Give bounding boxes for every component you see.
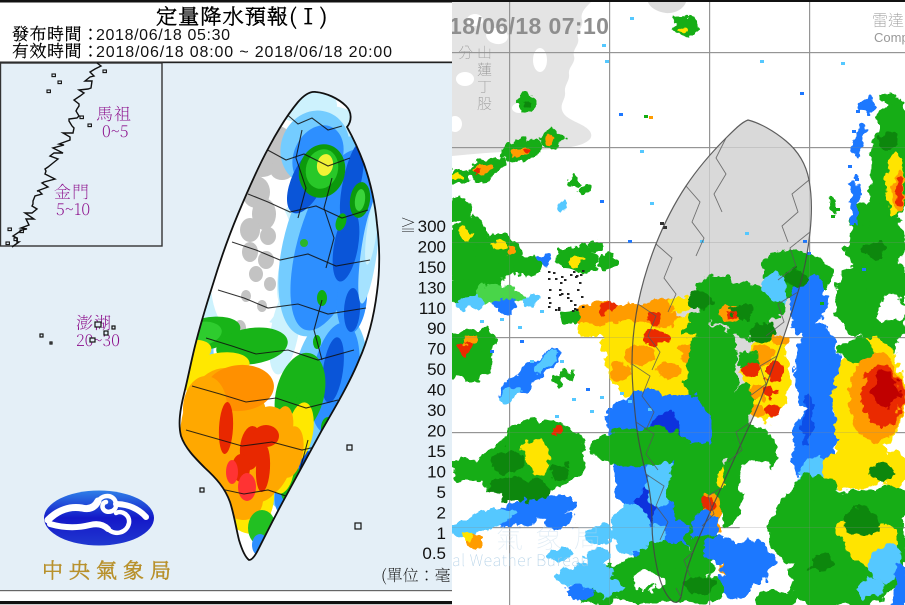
svg-text:15: 15	[427, 442, 446, 461]
svg-text:150: 150	[418, 258, 446, 277]
svg-text:40: 40	[427, 381, 446, 400]
svg-text:Comp: Comp	[874, 30, 905, 45]
svg-text:1: 1	[437, 524, 446, 543]
svg-text:20: 20	[427, 422, 446, 441]
svg-text:300: 300	[418, 217, 446, 236]
svg-text:10: 10	[427, 462, 446, 481]
svg-text:130: 130	[418, 278, 446, 297]
svg-text:2018/06/18 08:00 ~ 2018/06/18: 2018/06/18 08:00 ~ 2018/06/18 20:00	[96, 44, 392, 61]
svg-text:0.5: 0.5	[422, 544, 446, 563]
svg-text:50: 50	[427, 360, 446, 379]
svg-text:2: 2	[437, 503, 446, 522]
svg-text:200: 200	[418, 237, 446, 256]
svg-text:5: 5	[437, 483, 446, 502]
svg-text:70: 70	[427, 340, 446, 359]
svg-text:110: 110	[419, 299, 446, 318]
svg-text:18/06/18 07:10: 18/06/18 07:10	[449, 13, 609, 39]
svg-text:90: 90	[427, 319, 446, 338]
svg-text:2018/06/18 05:30: 2018/06/18 05:30	[96, 27, 230, 44]
svg-text:30: 30	[427, 401, 446, 420]
